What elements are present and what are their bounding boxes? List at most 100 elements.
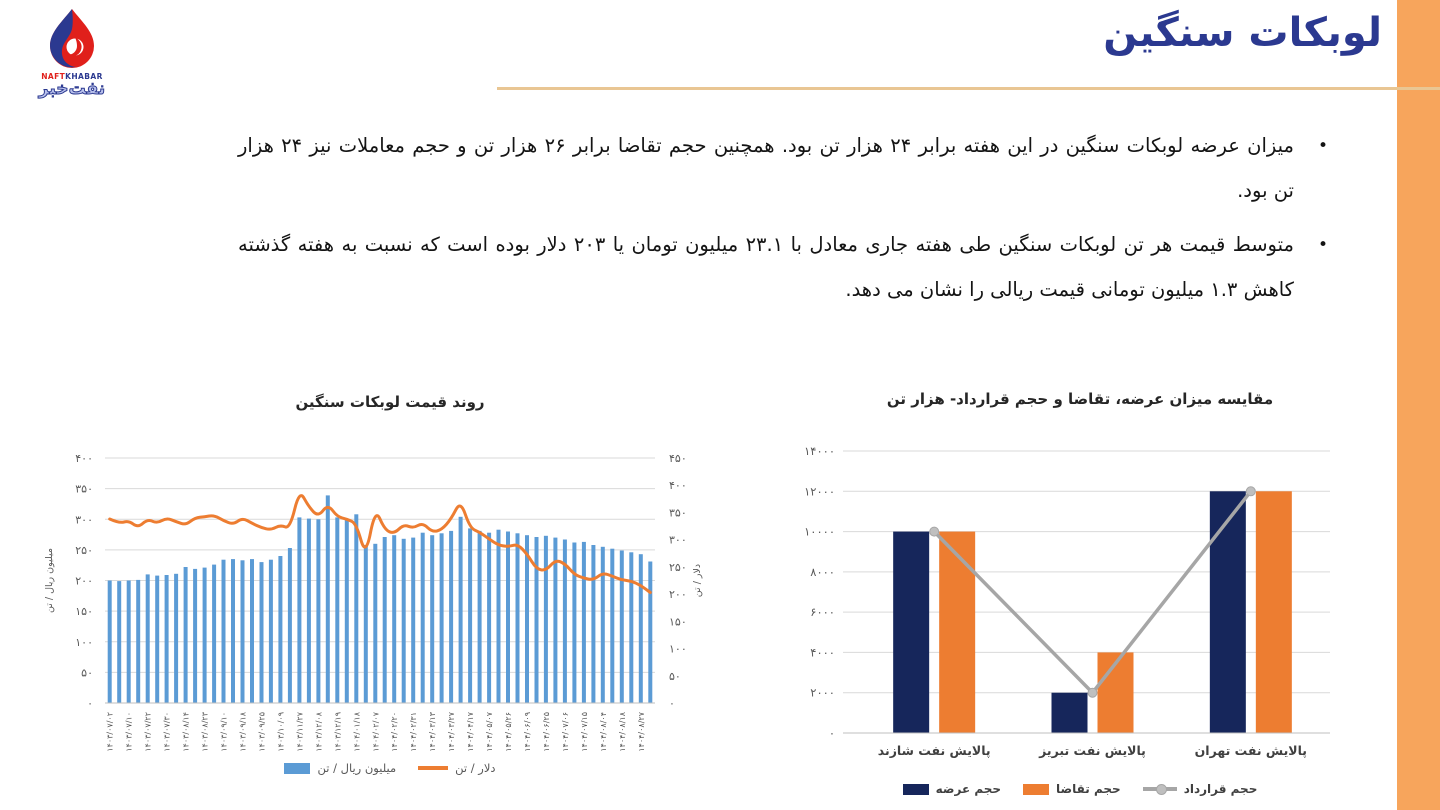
price-bar bbox=[287, 548, 292, 703]
flame-drop-icon bbox=[50, 9, 94, 68]
supply-swatch bbox=[902, 783, 929, 795]
y-axis-tick: ۰ bbox=[829, 726, 835, 740]
demand-bar bbox=[1255, 491, 1292, 733]
price-bar bbox=[174, 573, 179, 703]
category-label: پالایش نفت شازند bbox=[878, 743, 991, 758]
price-bar bbox=[411, 537, 416, 703]
contract-line bbox=[932, 490, 1253, 696]
contract-label: حجم قرارداد bbox=[1183, 782, 1258, 796]
supply-demand-chart-title: مقایسه میزان عرضه، تقاضا و حجم قرارداد- … bbox=[886, 390, 1274, 408]
right-axis-tick: ۳۰۰ bbox=[669, 534, 687, 547]
price-bar bbox=[240, 560, 245, 703]
left-axis-title: میلیون ریال / تن bbox=[44, 548, 55, 613]
price-line bbox=[108, 494, 652, 594]
price-bar bbox=[401, 538, 406, 703]
x-axis-date-label: ۱۴۰۴/۰۳/۱۳ bbox=[428, 711, 437, 751]
price-bar bbox=[600, 546, 605, 703]
supply-demand-legend: حجم عرضه حجم تقاضا حجم قرارداد bbox=[770, 782, 1390, 796]
logo-name-en: NAFTKHABAR bbox=[41, 72, 103, 81]
demand-label: حجم تقاضا bbox=[1056, 782, 1121, 796]
bullet-price-text: متوسط قیمت هر تن لوبکات سنگین طی هفته جا… bbox=[238, 232, 1294, 301]
bar-series-label: میلیون ریال / تن bbox=[317, 761, 397, 775]
price-bar bbox=[458, 516, 463, 703]
y-axis-tick: ۸۰۰۰ bbox=[810, 565, 835, 579]
price-bar bbox=[335, 517, 340, 703]
line-series-label: دلار / تن bbox=[455, 761, 496, 775]
title-separator-line bbox=[497, 87, 1440, 90]
left-axis-tick: ۵۰ bbox=[81, 666, 93, 679]
supply-bar bbox=[1209, 491, 1246, 733]
price-bar bbox=[373, 543, 378, 704]
price-bar bbox=[562, 539, 567, 703]
price-bar bbox=[648, 561, 653, 703]
price-bar bbox=[496, 529, 501, 703]
x-axis-date-label: ۱۴۰۴/۰۸/۲۷ bbox=[637, 711, 646, 751]
price-bar bbox=[278, 556, 283, 703]
price-bar bbox=[506, 531, 510, 703]
price-bar bbox=[629, 552, 634, 703]
x-axis-date-label: ۱۴۰۴/۰۲/۳۱ bbox=[409, 712, 418, 752]
price-bar bbox=[392, 535, 397, 703]
x-axis-date-label: ۱۴۰۳/۰۹/۲۵ bbox=[258, 712, 267, 752]
x-axis-date-label: ۱۴۰۴/۰۸/۱۸ bbox=[618, 711, 627, 751]
demand-bar bbox=[939, 531, 976, 733]
left-axis-tick: ۲۵۰ bbox=[75, 544, 93, 557]
naftkhabar-logo: NAFTKHABAR نفت‌خبر bbox=[28, 8, 116, 98]
price-bar bbox=[344, 519, 349, 704]
contract-marker bbox=[929, 526, 940, 537]
x-axis-date-label: ۱۴۰۳/۱۰/۰۹ bbox=[276, 712, 285, 752]
price-bar bbox=[155, 575, 160, 703]
price-bar bbox=[316, 519, 321, 704]
price-bar bbox=[231, 559, 235, 703]
x-axis-date-label: ۱۴۰۳/۰۷/۱۰ bbox=[125, 712, 134, 752]
x-axis-date-label: ۱۴۰۳/۰۸/۲۳ bbox=[201, 711, 210, 751]
left-axis-tick: ۱۰۰ bbox=[75, 636, 93, 649]
supply-demand-chart: مقایسه میزان عرضه، تقاضا و حجم قرارداد- … bbox=[770, 390, 1390, 808]
bullet-dot: • bbox=[1317, 234, 1328, 255]
y-axis-tick: ۱۴۰۰۰ bbox=[804, 444, 835, 458]
y-axis-tick: ۲۰۰۰ bbox=[810, 686, 835, 700]
legend-item-rial: میلیون ریال / تن bbox=[284, 761, 396, 775]
bullet-supply-demand-text: میزان عرضه لوبکات سنگین در این هفته براب… bbox=[238, 134, 1294, 202]
left-axis-tick: ۳۵۰ bbox=[75, 483, 93, 496]
price-bar bbox=[221, 559, 226, 703]
x-axis-date-label: ۱۴۰۴/۰۵/۲۶ bbox=[504, 712, 513, 752]
price-bar bbox=[107, 580, 112, 703]
contract-marker bbox=[1087, 687, 1098, 698]
price-bar bbox=[439, 533, 444, 703]
price-bar bbox=[610, 548, 615, 703]
bullet-supply-demand: • میزان عرضه لوبکات سنگین در این هفته بر… bbox=[238, 124, 1328, 214]
price-bar bbox=[487, 532, 492, 703]
right-axis-tick: ۴۰۰ bbox=[669, 479, 687, 492]
x-axis-date-label: ۱۴۰۴/۰۳/۲۷ bbox=[447, 711, 456, 751]
right-axis-tick: ۳۵۰ bbox=[669, 506, 687, 519]
price-bar bbox=[259, 562, 264, 703]
price-trend-chart-title: روند قیمت لوبکات سنگین bbox=[295, 393, 485, 411]
price-bar bbox=[145, 574, 150, 703]
price-bar bbox=[164, 575, 169, 703]
price-bar bbox=[212, 564, 217, 703]
price-bar bbox=[534, 537, 539, 703]
x-axis-date-label: ۱۴۰۴/۰۵/۰۷ bbox=[485, 711, 494, 751]
x-axis-date-label: ۱۴۰۳/۰۹/۱۰ bbox=[220, 712, 229, 752]
price-bar bbox=[543, 535, 548, 703]
price-bar bbox=[193, 568, 198, 703]
x-axis-date-label: ۱۴۰۳/۰۸/۱۴ bbox=[182, 712, 191, 752]
right-axis-tick: ۲۰۰ bbox=[669, 588, 687, 601]
price-bar bbox=[581, 541, 586, 703]
price-bar bbox=[202, 567, 207, 703]
x-axis-date-label: ۱۴۰۴/۰۸/۰۴ bbox=[599, 712, 608, 752]
supply-label: حجم عرضه bbox=[935, 782, 1002, 796]
x-axis-date-label: ۱۴۰۳/۰۷/۰۲ bbox=[106, 712, 115, 752]
supply-bar bbox=[1051, 692, 1088, 733]
price-bar bbox=[515, 533, 520, 703]
price-bar bbox=[572, 542, 577, 703]
price-bar bbox=[420, 532, 425, 703]
x-axis-date-label: ۱۴۰۴/۰۶/۰۹ bbox=[523, 712, 532, 752]
page-title: لوبکات سنگین bbox=[1103, 10, 1382, 56]
price-bar bbox=[117, 581, 122, 703]
category-label: پالایش نفت تبریز bbox=[1038, 743, 1146, 758]
price-bar bbox=[136, 579, 141, 703]
y-axis-tick: ۶۰۰۰ bbox=[810, 605, 835, 619]
